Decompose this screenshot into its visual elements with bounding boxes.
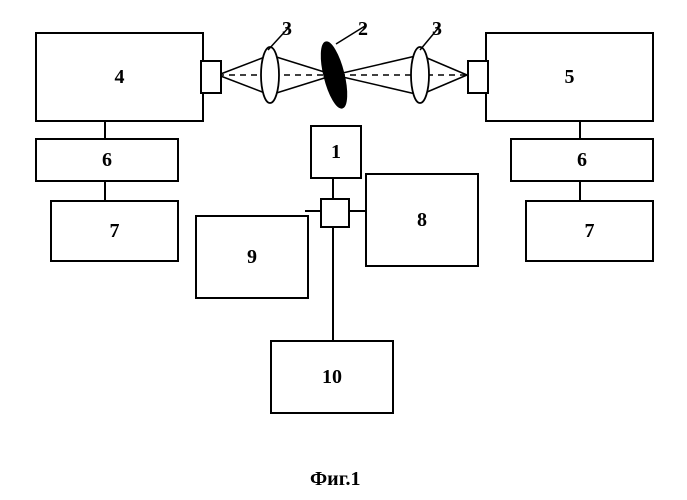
lens-left [261,47,279,103]
block-b7l: 7 [50,200,179,262]
block-label-b5: 5 [565,66,575,89]
block-label-b9: 9 [247,246,257,269]
block-label-b10: 10 [322,366,342,389]
block-label-b8: 8 [417,209,427,232]
figure-caption: Фиг.1 [310,468,361,491]
block-jct [320,198,350,228]
block-b5port [467,60,489,94]
block-b5: 5 [485,32,654,122]
block-label-b6l: 6 [102,149,112,172]
callout-1: 2 [358,18,368,41]
lens-right [411,47,429,103]
callout-2: 3 [432,18,442,41]
block-label-b4: 4 [115,66,125,89]
block-label-b7l: 7 [110,220,120,243]
block-b1: 1 [310,125,362,179]
block-label-b6r: 6 [577,149,587,172]
block-b4port [200,60,222,94]
block-b6l: 6 [35,138,179,182]
block-b10: 10 [270,340,394,414]
block-b9: 9 [195,215,309,299]
block-label-b7r: 7 [585,220,595,243]
block-b7r: 7 [525,200,654,262]
block-b8: 8 [365,173,479,267]
callout-0: 3 [282,18,292,41]
block-b4: 4 [35,32,204,122]
block-label-b1: 1 [331,141,341,164]
block-b6r: 6 [510,138,654,182]
